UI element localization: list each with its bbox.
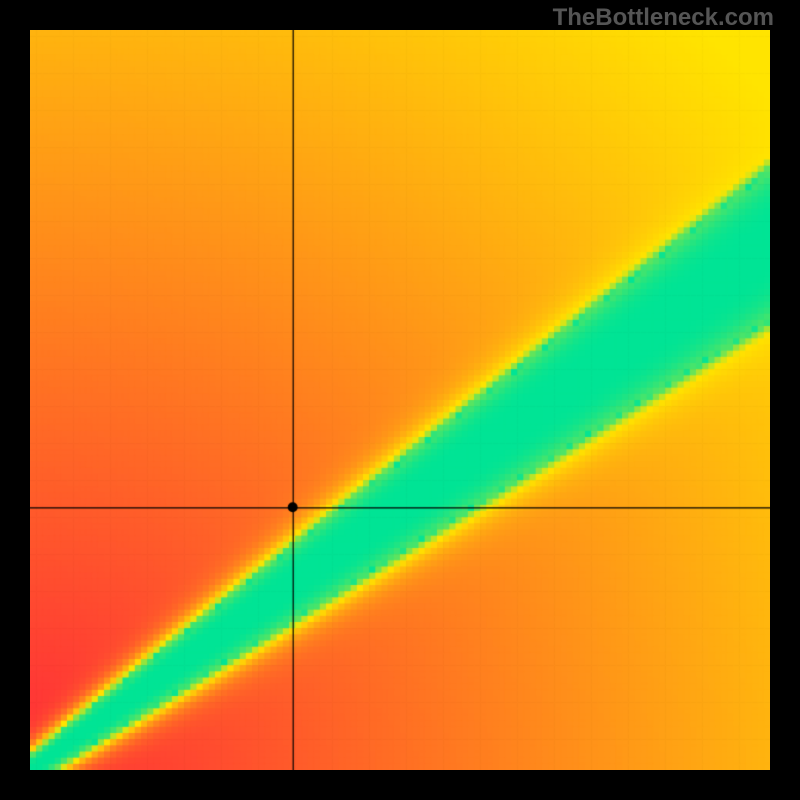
chart-container: { "canvas": { "width": 800, "height": 80…	[0, 0, 800, 800]
watermark-text: TheBottleneck.com	[553, 4, 774, 32]
bottleneck-heatmap	[30, 30, 770, 770]
